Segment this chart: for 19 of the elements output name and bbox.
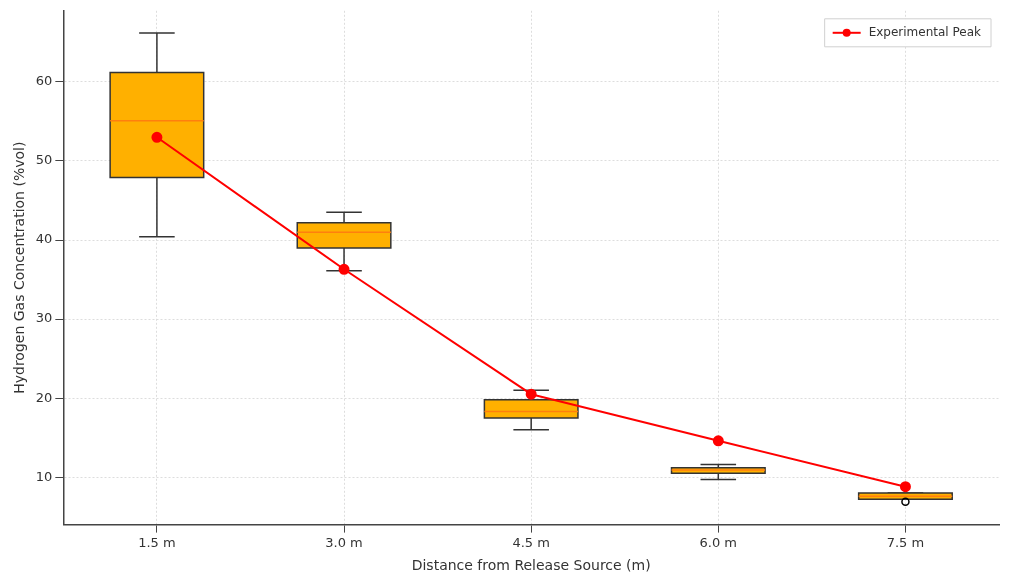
point (712, 435, 724, 447)
point (899, 481, 911, 493)
y-axis-title: Hydrogen Gas Concentration (%vol) (11, 141, 28, 394)
x-tick-label: 1.5 m (138, 534, 176, 550)
point (525, 388, 537, 400)
legend-label: Experimental Peak (868, 24, 982, 39)
x-tick-label: 3.0 m (325, 534, 363, 550)
y-tick-label: 20 (35, 389, 53, 405)
x-axis-title: Distance from Release Source (m) (411, 557, 651, 574)
x-tick-label: 7.5 m (886, 534, 925, 550)
x-tick-label: 4.5 m (512, 534, 550, 550)
y-tick-label: 60 (35, 73, 53, 89)
point (151, 131, 163, 143)
y-tick-label: 30 (35, 310, 53, 326)
y-tick-label: 50 (35, 152, 53, 168)
y-tick-label: 40 (35, 231, 53, 247)
x-tick-label: 6.0 m (699, 534, 738, 550)
y-tick-label: 10 (35, 468, 53, 484)
point (338, 263, 350, 275)
